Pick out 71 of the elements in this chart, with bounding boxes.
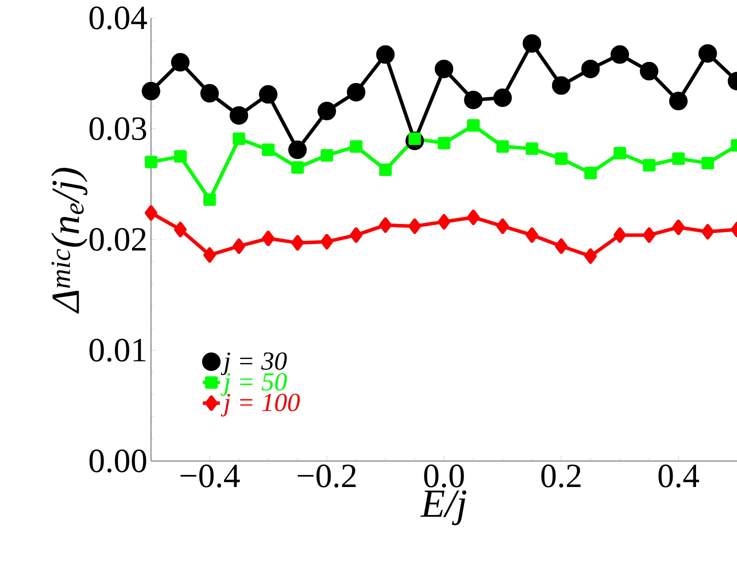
point xyxy=(346,82,366,102)
point xyxy=(438,136,450,150)
y-tick-label: 0.04 xyxy=(90,6,147,30)
point xyxy=(669,92,688,110)
point xyxy=(584,166,597,180)
point xyxy=(291,235,304,251)
point xyxy=(232,238,246,254)
point xyxy=(171,53,190,72)
point xyxy=(379,163,392,176)
y-axis-title: Δ$^{mic}$(n$_{e}$/j) xyxy=(51,168,88,314)
point xyxy=(288,140,307,160)
point xyxy=(554,238,568,254)
point xyxy=(174,150,187,163)
point xyxy=(526,227,538,243)
point xyxy=(642,159,656,172)
point xyxy=(581,60,600,78)
x-tick-label: 0.2 xyxy=(541,464,580,488)
x-axis-title: E/j xyxy=(420,490,466,526)
point xyxy=(320,234,334,250)
legend-label: j = 100 xyxy=(220,394,300,417)
x-tick-label: 0.4 xyxy=(658,464,700,488)
point xyxy=(522,34,542,53)
x-tick-label: 0.0 xyxy=(424,464,464,488)
point xyxy=(262,230,274,246)
point xyxy=(552,76,570,95)
point xyxy=(232,132,246,145)
point xyxy=(554,152,568,165)
point xyxy=(467,210,480,226)
point xyxy=(258,85,278,104)
point xyxy=(438,214,450,230)
point xyxy=(434,60,454,78)
point xyxy=(174,222,187,238)
point xyxy=(610,45,630,64)
point xyxy=(672,152,685,165)
point xyxy=(262,144,274,156)
point xyxy=(376,45,395,64)
x-tick-label: −0.4 xyxy=(180,464,240,488)
point xyxy=(408,218,421,234)
point xyxy=(526,142,538,155)
point xyxy=(584,248,597,264)
point xyxy=(320,149,334,162)
point xyxy=(640,62,658,80)
point xyxy=(496,218,509,234)
point xyxy=(203,247,216,263)
y-tick-label: 0.01 xyxy=(90,338,146,362)
point xyxy=(144,156,158,168)
point xyxy=(230,106,248,125)
point xyxy=(200,84,219,103)
point xyxy=(493,88,512,107)
point xyxy=(614,146,626,160)
point xyxy=(379,217,392,233)
point xyxy=(701,224,714,240)
y-tick-label: 0.00 xyxy=(90,449,146,473)
point xyxy=(291,161,304,174)
point xyxy=(698,44,717,63)
point xyxy=(672,220,685,236)
point xyxy=(318,102,336,120)
point xyxy=(701,156,714,170)
y-tick-label: 0.02 xyxy=(90,228,146,252)
point xyxy=(614,227,626,243)
point xyxy=(467,119,480,132)
x-tick-label: −0.2 xyxy=(298,464,356,488)
point xyxy=(464,90,483,110)
point xyxy=(203,193,216,206)
y-tick-label: 0.03 xyxy=(90,117,146,140)
point xyxy=(142,82,160,100)
point xyxy=(642,227,656,243)
point xyxy=(350,140,362,153)
point xyxy=(144,205,158,221)
point xyxy=(350,227,362,243)
point xyxy=(496,140,509,153)
